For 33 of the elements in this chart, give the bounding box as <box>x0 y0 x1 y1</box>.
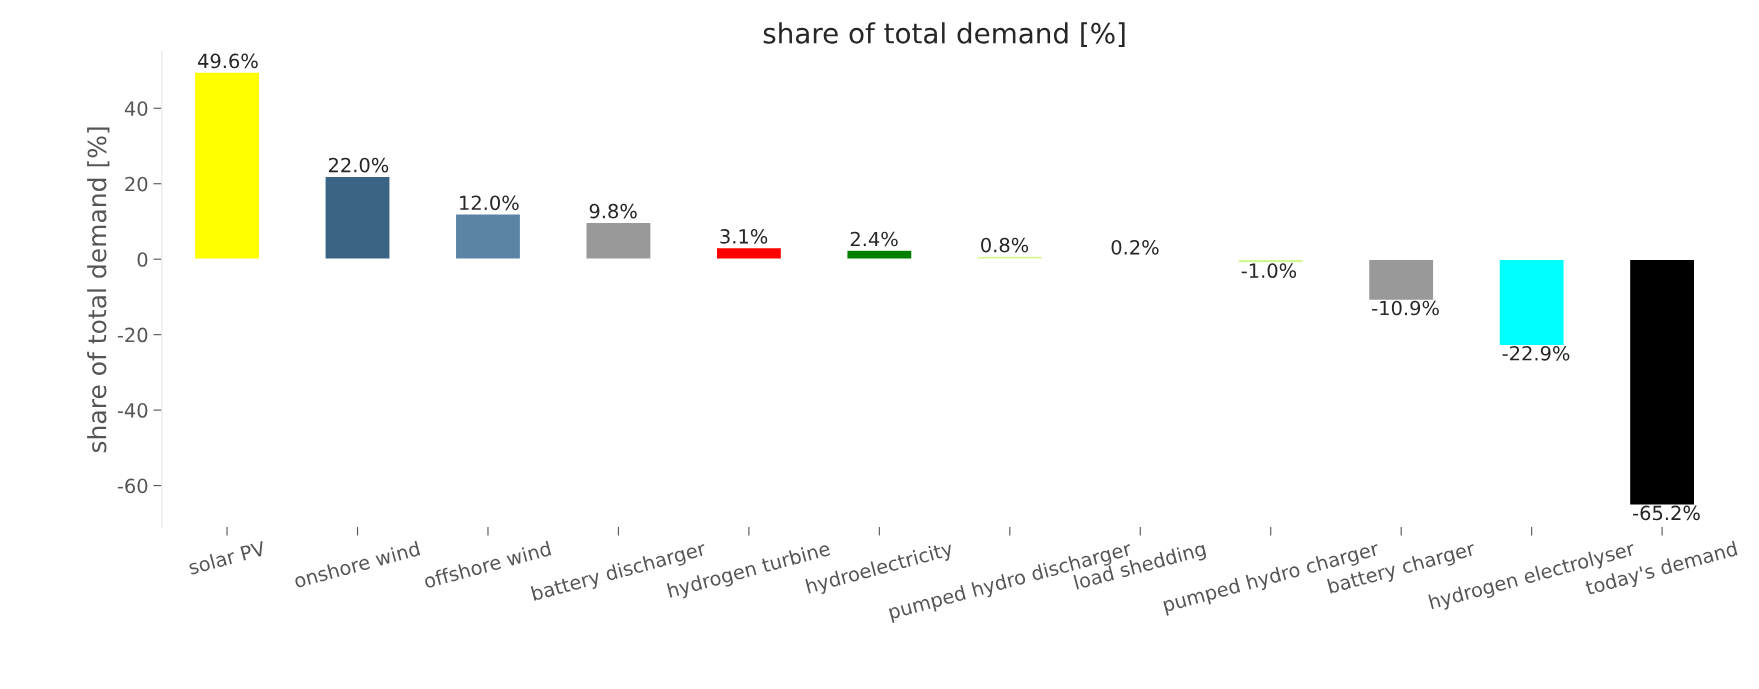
bar <box>1237 258 1305 264</box>
bar <box>1367 258 1435 302</box>
data-label: -1.0% <box>1241 263 1297 279</box>
data-label: -10.9% <box>1372 300 1439 316</box>
bar <box>193 71 261 260</box>
bar <box>976 255 1044 260</box>
data-label: 0.2% <box>1111 239 1159 255</box>
y-tick-label: 40 <box>124 101 148 116</box>
y-tick-label: 20 <box>125 176 148 192</box>
y-axis-title: share of total demand [%] <box>87 127 110 453</box>
data-label: 2.4% <box>850 231 898 247</box>
y-tick-label: -40 <box>117 403 148 418</box>
bar <box>1498 258 1565 347</box>
data-label: 22.0% <box>328 157 389 173</box>
bar <box>585 221 652 260</box>
bar <box>454 213 522 260</box>
data-label: 12.0% <box>460 195 519 211</box>
data-label: 49.6% <box>198 53 258 69</box>
data-label: -22.9% <box>1502 345 1570 361</box>
y-tick-label: -20 <box>117 327 148 343</box>
x-tick-label: solar PV <box>187 540 267 575</box>
y-tick-label: -60 <box>117 478 148 494</box>
data-label: 0.8% <box>981 237 1029 253</box>
data-label: -65.2% <box>1633 505 1700 521</box>
data-label: 9.8% <box>589 203 637 219</box>
bar <box>715 246 783 260</box>
bar <box>846 249 913 260</box>
x-tick-label: onshore wind <box>293 540 421 589</box>
chart-title: share of total demand [%] <box>763 22 1125 47</box>
bar <box>1628 258 1696 506</box>
data-label: 3.1% <box>720 229 768 244</box>
bar <box>324 175 391 260</box>
y-tick-label: 0 <box>137 252 148 267</box>
